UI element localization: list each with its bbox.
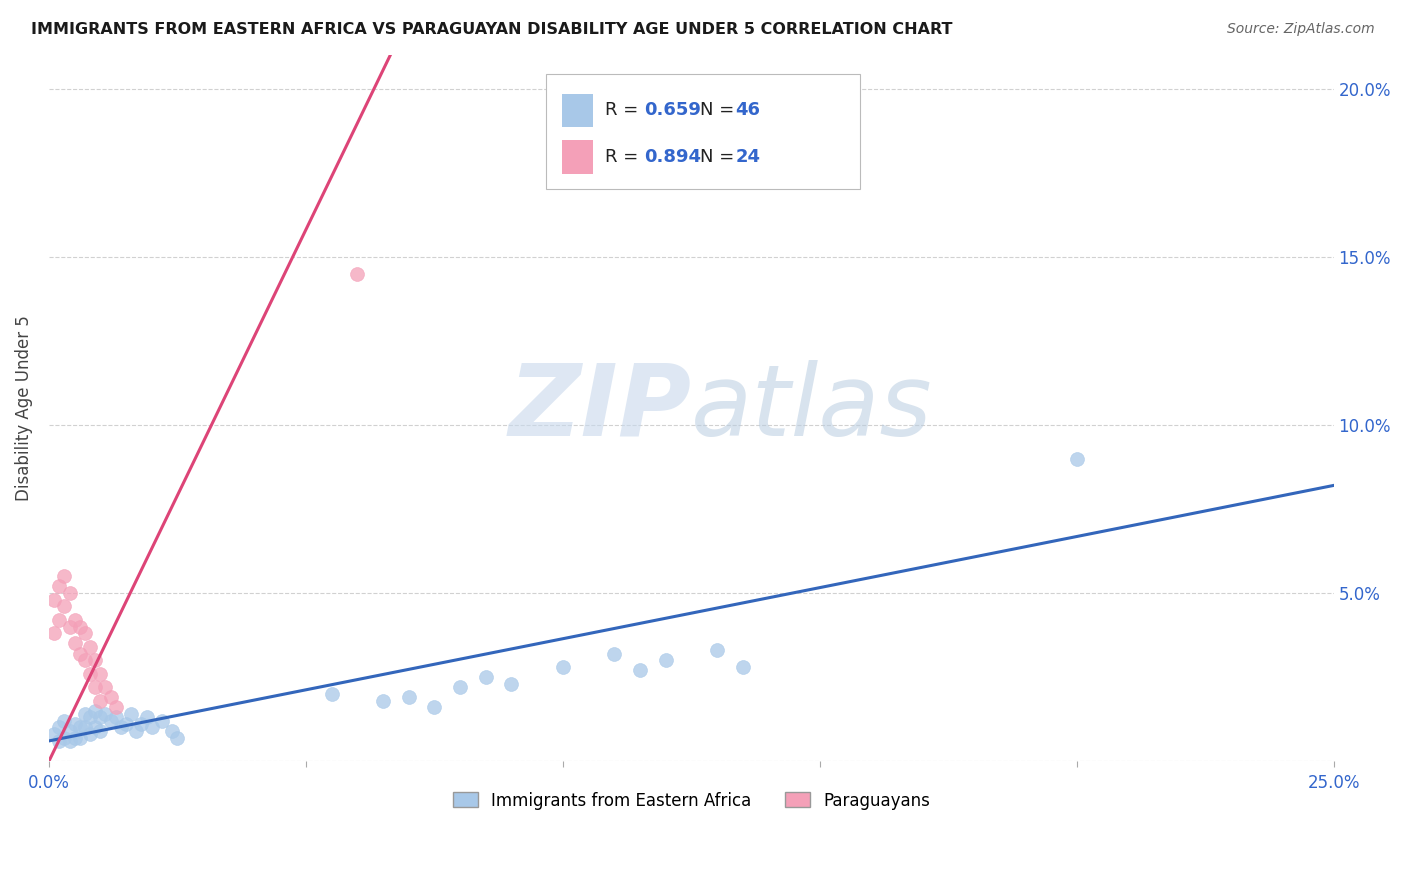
Point [474,670,496,684]
Point [69,647,91,661]
Point [110,721,132,735]
Point [449,680,471,694]
Point [89,666,111,681]
Point [84,653,107,667]
Point [42,626,65,640]
Point [135,710,157,724]
Point [115,717,138,731]
Point [58,619,80,633]
Point [398,690,420,705]
Text: N =: N = [700,102,740,120]
Point [104,700,127,714]
Point [73,706,96,721]
Point [63,613,86,627]
Point [551,660,574,674]
Point [69,731,91,745]
Point [53,599,76,614]
Point [69,721,91,735]
Point [501,677,523,691]
Text: Source: ZipAtlas.com: Source: ZipAtlas.com [1227,22,1375,37]
Text: atlas: atlas [692,359,934,457]
Point [628,663,651,677]
Point [69,619,91,633]
Point [120,706,142,721]
Point [79,640,101,654]
Point [104,710,127,724]
Point [371,693,394,707]
Point [63,731,86,745]
Point [89,723,111,738]
Y-axis label: Disability Age Under 5: Disability Age Under 5 [15,315,32,501]
Point [58,586,80,600]
Point [321,687,343,701]
Point [53,569,76,583]
Point [1066,451,1088,466]
Text: N =: N = [700,148,740,166]
Point [53,731,76,745]
Text: R =: R = [605,102,644,120]
Point [150,714,173,728]
Point [84,721,107,735]
Point [48,734,70,748]
Point [100,714,122,728]
Point [166,731,188,745]
Point [58,723,80,738]
Text: R =: R = [605,148,644,166]
Point [63,717,86,731]
Point [42,727,65,741]
Point [346,267,368,281]
Point [131,717,153,731]
Text: 0.659: 0.659 [644,102,700,120]
Point [162,723,184,738]
Text: 46: 46 [735,102,761,120]
Point [731,660,754,674]
Text: ZIP: ZIP [509,359,692,457]
Point [58,734,80,748]
Text: IMMIGRANTS FROM EASTERN AFRICA VS PARAGUAYAN DISABILITY AGE UNDER 5 CORRELATION : IMMIGRANTS FROM EASTERN AFRICA VS PARAGU… [31,22,952,37]
Point [48,613,70,627]
Point [141,721,163,735]
Point [89,710,111,724]
Point [73,721,96,735]
Point [79,666,101,681]
Point [94,680,117,694]
Point [48,721,70,735]
Point [94,706,117,721]
Point [603,647,626,661]
Point [73,653,96,667]
Point [706,643,728,657]
Point [423,700,446,714]
Point [42,592,65,607]
Point [48,579,70,593]
Legend: Immigrants from Eastern Africa, Paraguayans: Immigrants from Eastern Africa, Paraguay… [446,785,936,816]
Point [84,704,107,718]
Text: 0.894: 0.894 [644,148,702,166]
Point [79,710,101,724]
Point [84,680,107,694]
Point [53,714,76,728]
Point [654,653,676,667]
Text: 24: 24 [735,148,761,166]
Point [89,693,111,707]
Point [73,626,96,640]
Point [125,723,148,738]
Point [63,636,86,650]
Point [79,727,101,741]
Point [100,690,122,705]
